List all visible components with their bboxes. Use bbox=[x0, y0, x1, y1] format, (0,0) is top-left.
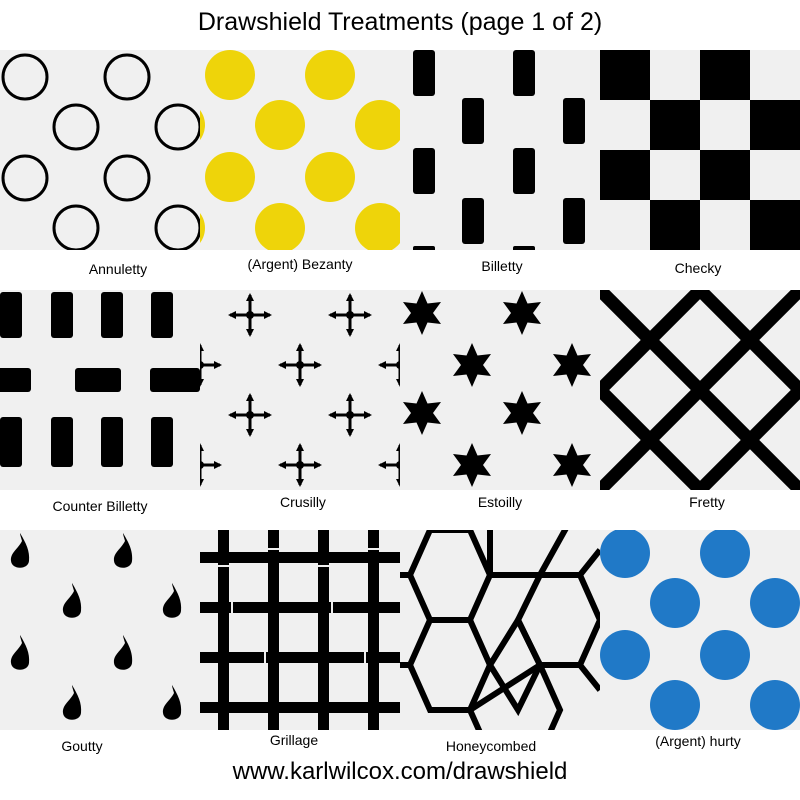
crusily-pattern bbox=[200, 290, 400, 490]
checky-swatch bbox=[600, 50, 800, 250]
billetty-swatch bbox=[400, 50, 600, 250]
caption-counter-billetty: Counter Billetty bbox=[0, 498, 200, 514]
annulet-pattern bbox=[0, 50, 200, 250]
counter-billetty-swatch bbox=[0, 290, 200, 490]
billet-pattern bbox=[400, 50, 600, 250]
caption-grillage: Grillage bbox=[194, 732, 394, 748]
caption-bezanty: (Argent) Bezanty bbox=[200, 256, 400, 272]
hurty-swatch bbox=[600, 530, 800, 730]
estoilly-swatch bbox=[400, 290, 600, 490]
bezant-pattern bbox=[200, 50, 400, 250]
grillage-pattern bbox=[200, 530, 400, 730]
caption-billetty: Billetty bbox=[402, 258, 602, 274]
checky-pattern bbox=[600, 50, 800, 250]
caption-fretty: Fretty bbox=[607, 494, 800, 510]
footer-url: www.karlwilcox.com/drawshield bbox=[0, 758, 800, 786]
grillage-swatch bbox=[200, 530, 400, 730]
crusilly-swatch bbox=[200, 290, 400, 490]
honeycombed-swatch bbox=[400, 530, 600, 730]
caption-goutty: Goutty bbox=[0, 738, 182, 754]
caption-crusilly: Crusilly bbox=[203, 494, 403, 510]
goutty-swatch bbox=[0, 530, 200, 730]
bezanty-swatch bbox=[200, 50, 400, 250]
honeycomb-pattern bbox=[400, 530, 600, 730]
gout-pattern bbox=[0, 530, 200, 730]
caption-estoilly: Estoilly bbox=[400, 494, 600, 510]
counter-billet-pattern bbox=[0, 290, 200, 490]
caption-hurty: (Argent) hurty bbox=[598, 733, 798, 749]
estoile-pattern bbox=[400, 290, 600, 490]
fretty-swatch bbox=[600, 290, 800, 490]
caption-annuletty: Annuletty bbox=[18, 261, 218, 277]
annuletty-swatch bbox=[0, 50, 200, 250]
caption-honeycombed: Honeycombed bbox=[391, 738, 591, 754]
fret-pattern bbox=[600, 290, 800, 490]
caption-checky: Checky bbox=[598, 260, 798, 276]
hurt-pattern bbox=[600, 530, 800, 730]
page-title: Drawshield Treatments (page 1 of 2) bbox=[0, 8, 800, 37]
